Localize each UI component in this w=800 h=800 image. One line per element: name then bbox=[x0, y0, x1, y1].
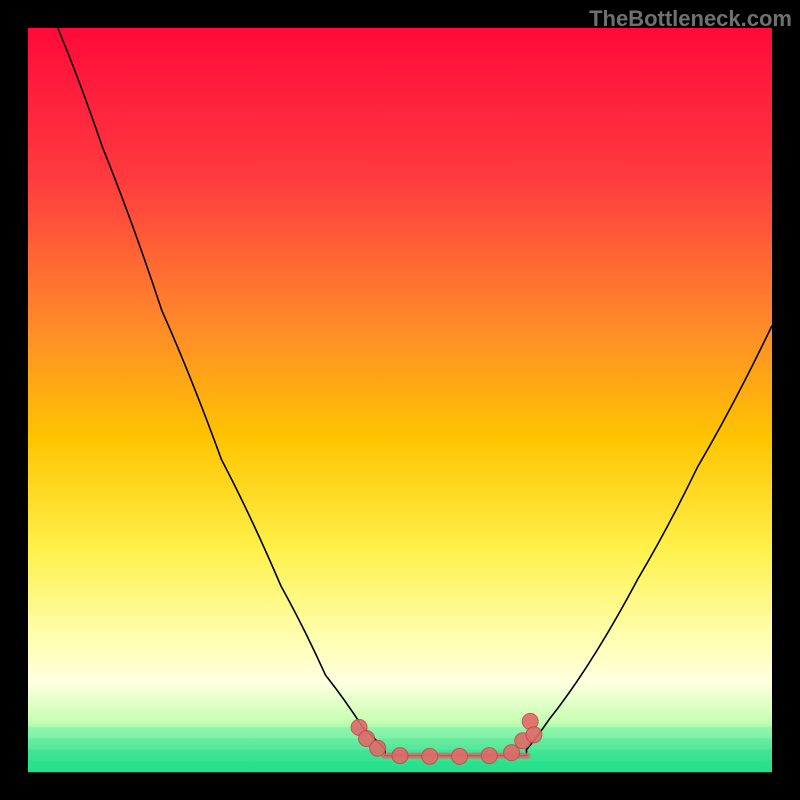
plot-gradient-background bbox=[28, 28, 772, 772]
curve-marker bbox=[392, 748, 408, 764]
curve-marker bbox=[481, 748, 497, 764]
watermark-text: TheBottleneck.com bbox=[589, 6, 792, 32]
curve-marker bbox=[422, 748, 438, 764]
chart-frame: TheBottleneck.com bbox=[0, 0, 800, 800]
curve-marker bbox=[370, 740, 386, 756]
curve-marker bbox=[452, 748, 468, 764]
curve-marker bbox=[526, 727, 542, 743]
chart-svg bbox=[0, 0, 800, 800]
